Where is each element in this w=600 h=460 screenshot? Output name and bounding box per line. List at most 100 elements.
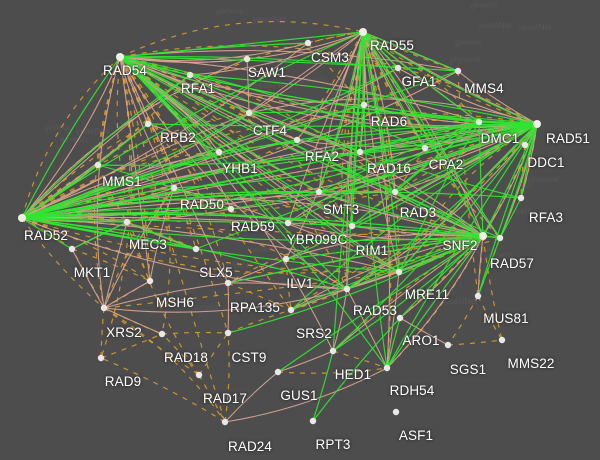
edge-genetic [119,56,388,369]
edge-physical [399,235,484,319]
graph-node-mms1[interactable] [94,161,102,169]
graph-node-asf1[interactable] [392,408,400,416]
graph-node-rad18[interactable] [158,330,166,338]
graph-node-mms4[interactable] [454,67,462,75]
graph-node-rad57[interactable] [496,234,504,242]
graph-node-aro1[interactable] [396,314,404,322]
graph-node-rad51[interactable] [533,120,541,128]
edge-type-watermark: physical [262,116,293,126]
edge-genetic [21,217,73,250]
graph-node-saw1[interactable] [243,55,251,63]
edge-genetic [21,207,232,219]
graph-node-slx5[interactable] [192,245,200,253]
graph-node-dmc1[interactable] [475,118,483,126]
graph-node-mkt1[interactable] [68,245,76,253]
graph-node-ilv1[interactable] [282,255,290,263]
edge-genetic [189,74,538,125]
graph-node-gfa1[interactable] [394,64,402,72]
edge-genetic [97,164,175,189]
edge-genetic [386,235,484,369]
graph-node-rim1[interactable] [348,222,356,230]
graph-node-xrs2[interactable] [100,304,108,312]
edge-yeastnet [198,332,229,376]
graph-node-rpb2[interactable] [144,120,152,128]
edge-physical [71,248,105,309]
edge-type-watermark: physical [268,278,299,288]
node-dot-layer[interactable] [18,28,541,426]
graph-node-rad59[interactable] [227,205,235,213]
edge-type-watermark: yeastNet [76,126,110,136]
edge-type-watermark: physical [344,104,375,114]
edge-genetic [119,56,396,193]
graph-node-rad17[interactable] [195,371,203,379]
graph-node-snf2[interactable] [479,232,487,240]
edge-yeastnet [227,282,292,311]
graph-node-srs2[interactable] [287,306,295,314]
graph-node-smt3[interactable] [315,188,323,196]
graph-node-rad50[interactable] [170,184,178,192]
edge-genetic [218,123,538,153]
graph-node-csm3[interactable] [304,39,312,47]
graph-node-yhb1[interactable] [215,148,223,156]
graph-node-rdh54[interactable] [383,364,391,372]
edge-genetic [21,217,197,250]
edge-genetic [227,235,484,284]
edge-physical [119,56,151,282]
edge-genetic [119,56,426,149]
edge-yeastnet [71,248,105,309]
edge-physical [520,123,538,199]
graph-node-rfa2[interactable] [293,136,301,144]
graph-node-cpa2[interactable] [421,144,429,152]
edge-physical [21,151,361,219]
edge-yeastnet [126,221,151,282]
graph-node-gus1[interactable] [274,368,282,376]
graph-node-mms22[interactable] [498,336,506,344]
edge-physical [21,217,400,273]
edge-type-watermark: yeastNet [478,20,512,30]
edge-yeastnet [227,309,292,334]
edge-yeastnet [277,367,388,374]
graph-node-sgs1[interactable] [444,341,452,349]
graph-node-rad16[interactable] [356,148,364,156]
graph-node-rad54[interactable] [116,53,124,61]
graph-node-msh6[interactable] [146,277,154,285]
edge-physical [96,56,121,309]
graph-node-rfa1[interactable] [186,71,194,79]
graph-node-rad3[interactable] [391,188,399,196]
edge-type-watermark: yeastNet [330,88,364,98]
edge-genetic [285,235,484,260]
graph-node-rad53[interactable] [343,285,351,293]
graph-node-ddc1[interactable] [521,141,529,149]
edge-type-watermark: genetic [470,0,498,10]
graph-node-ybr099c[interactable] [284,219,292,227]
edge-physical [277,350,334,373]
edge-genetic [287,121,480,224]
edge-physical [227,282,348,290]
graph-node-mus81[interactable] [474,292,482,300]
graph-node-rpt3[interactable] [309,417,317,425]
edge-yeastnet [119,21,364,58]
graph-node-rad24[interactable] [221,418,229,426]
graph-node-mec3[interactable] [123,218,131,226]
edge-yeastnet [482,235,503,341]
graph-node-mre11[interactable] [395,268,403,276]
graph-node-cst9[interactable] [224,329,232,337]
edge-yeastnet [198,374,226,423]
edge-yeastnet [332,350,388,369]
graph-node-rad52[interactable] [18,214,26,222]
edge-genetic [119,56,522,199]
graph-node-hed1[interactable] [329,347,337,355]
graph-node-rad55[interactable] [359,28,367,36]
graph-node-rad9[interactable] [97,354,105,362]
edge-physical [103,307,163,335]
edge-genetic [21,211,353,227]
edge-yeastnet [119,56,151,282]
graph-node-rpa135[interactable] [224,279,232,287]
graph-node-ctf4[interactable] [245,109,253,117]
graph-node-rad6[interactable] [360,101,368,109]
edge-yeastnet [119,56,484,237]
edge-yeastnet [21,56,121,219]
graph-node-rfa3[interactable] [517,194,525,202]
edge-genetic [119,56,480,123]
